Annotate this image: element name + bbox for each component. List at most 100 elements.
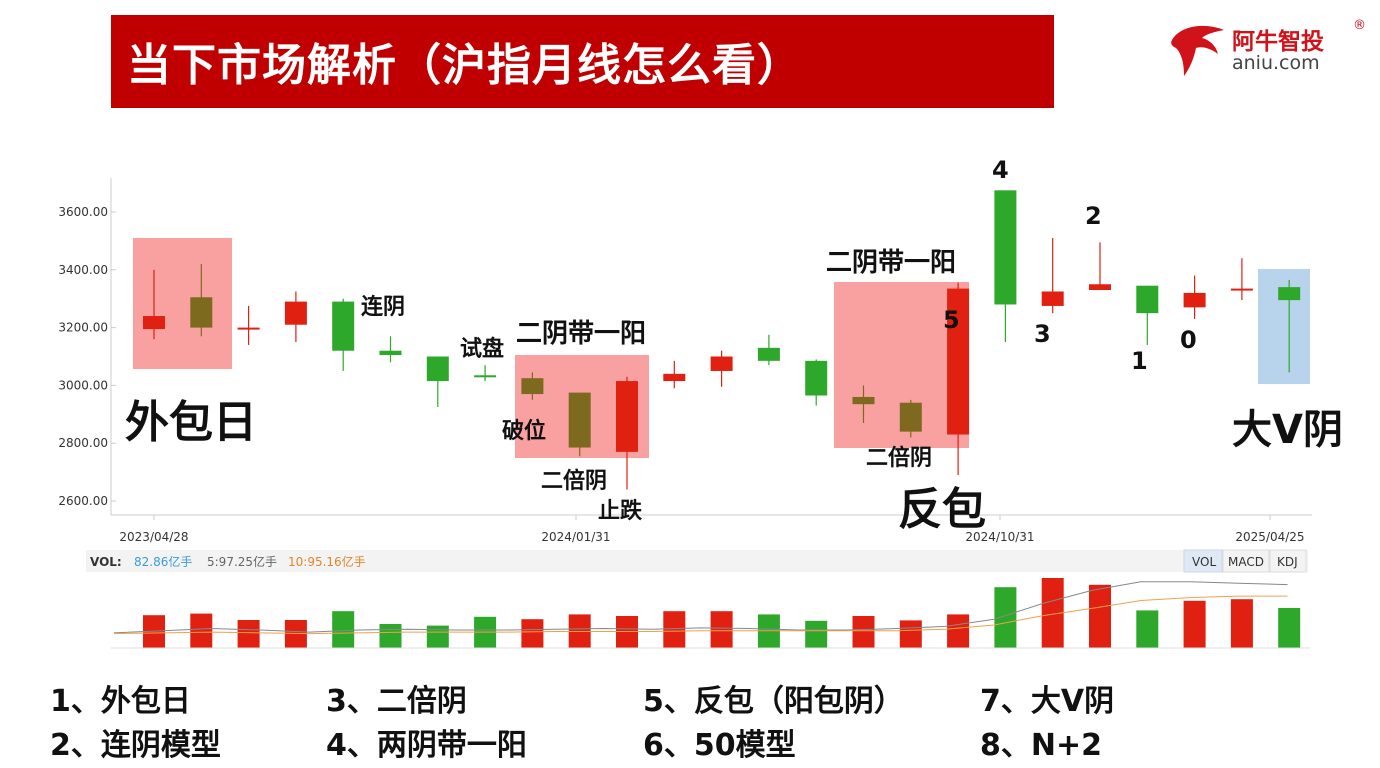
legend-item: 2、连阴模型 [50,728,221,763]
volume-bar [1183,600,1206,648]
annotation-fanbao: 反包 [898,484,986,535]
annotation-num-4: 4 [992,156,1009,184]
candle-body [426,356,449,382]
candle-body [332,301,355,351]
volume-bar [947,614,970,648]
volume-bar [521,619,544,648]
volume-bar [805,620,828,648]
volume-bar [616,616,638,648]
candle-body [284,301,307,325]
volume-ma10-line [113,595,1288,635]
annotation-dav: 大V阴 [1232,407,1343,453]
candle-body [1136,285,1159,314]
annotation-shipan: 试盘 [460,336,504,362]
legend-item: 4、两阴带一阳 [326,728,527,763]
candle-body [663,373,686,382]
annotation-erbei2: 二倍阴 [866,445,932,471]
candle-body [1089,284,1111,291]
annotation-eryin2: 二阴带一阳 [826,248,956,278]
volume-bar [710,611,733,648]
logo-registered-mark: ® [1353,18,1366,33]
volume-header-bar [86,550,1308,572]
candle-body [1230,288,1253,291]
vol-value-2: 5:97.25亿手 [207,554,277,569]
title-banner: 当下市场解析（沪指月线怎么看） [111,15,1054,108]
candle-body [1278,287,1301,301]
brand-logo: 阿牛智投 ® aniu.com [1166,18,1366,80]
legend-item: 8、N+2 [980,728,1102,763]
volume-bar [899,620,922,648]
tab-kdj-label: KDJ [1277,555,1298,569]
y-tick-label: 2800.00 [58,436,108,450]
y-tick-label: 3000.00 [58,378,108,392]
volume-bar [1230,599,1253,648]
candle-body [757,347,780,361]
annotation-num-0: 0 [1180,326,1197,354]
logo-en-text: aniu.com [1232,52,1320,74]
y-tick-label: 3600.00 [58,205,108,219]
x-tick-label: 2024/10/31 [965,530,1034,544]
annotation-erbei1: 二倍阴 [541,468,607,494]
legend-item: 3、二倍阴 [326,684,467,719]
legend-item: 6、50模型 [643,728,796,763]
annotation-zhidie: 止跌 [598,499,643,524]
tab-kdj[interactable] [1269,549,1307,573]
annotation-num-1: 1 [1131,347,1148,375]
candle-body [568,392,591,448]
annotation-num-2: 2 [1085,202,1102,230]
bull-logo-icon [1171,25,1224,76]
candle-body [994,190,1017,305]
legend-column-2: 3、二倍阴 4、两阴带一阳 [326,680,527,768]
tab-macd-label: MACD [1228,555,1264,569]
vol-value-1: 82.86亿手 [134,554,192,569]
candle-body [947,288,970,435]
legend-item: 7、大V阴 [980,684,1115,719]
legend-item: 1、外包日 [50,684,191,719]
candle-body [899,402,922,432]
volume-bar [426,625,449,648]
legend-item: 5、反包（阳包阴） [643,684,904,719]
annotation-num-5: 5 [943,306,960,334]
volume-bar [332,611,355,648]
tab-vol-label: VOL [1192,555,1216,569]
volume-bar [1089,584,1111,648]
x-tick-label: 2023/04/28 [119,530,188,544]
candle-body [379,350,402,356]
candle-body [190,297,213,328]
candle-body [237,327,260,330]
highlight-box-dav [1258,269,1310,384]
volume-ma5-line [113,581,1288,634]
volume-bar [190,613,213,648]
candle-body [805,360,828,396]
volume-bar [852,616,875,648]
candle-body [474,375,497,378]
volume-bar [284,620,307,648]
logo-cn-text: 阿牛智投 [1232,29,1324,55]
tab-macd[interactable] [1222,549,1270,573]
x-tick-label: 2024/01/31 [541,530,610,544]
page-title: 当下市场解析（沪指月线怎么看） [127,40,802,91]
annotation-num-3: 3 [1034,320,1051,348]
volume-bar [1041,578,1064,648]
x-tick-label: 2025/04/25 [1235,530,1304,544]
legend-column-4: 7、大V阴 8、N+2 [980,680,1114,768]
candle-body [616,381,638,452]
tab-vol[interactable] [1183,549,1223,573]
candle-body [1183,292,1206,308]
volume-bar [994,587,1017,648]
candle-body [521,378,544,395]
y-tick-label: 3400.00 [58,263,108,277]
volume-bar [1278,608,1301,648]
candle-body [1041,291,1064,306]
candle-body [710,356,733,371]
vol-label: VOL: [90,555,122,569]
volume-bar [1136,610,1159,648]
y-tick-label: 2600.00 [58,494,108,508]
vol-value-3: 10:95.16亿手 [288,554,366,569]
candle-body [143,316,165,330]
legend-column-1: 1、外包日 2、连阴模型 [50,680,221,768]
highlight-box-waibaori [133,238,232,369]
y-tick-label: 3200.00 [58,321,108,335]
legend-column-3: 5、反包（阳包阴） 6、50模型 [643,680,904,768]
